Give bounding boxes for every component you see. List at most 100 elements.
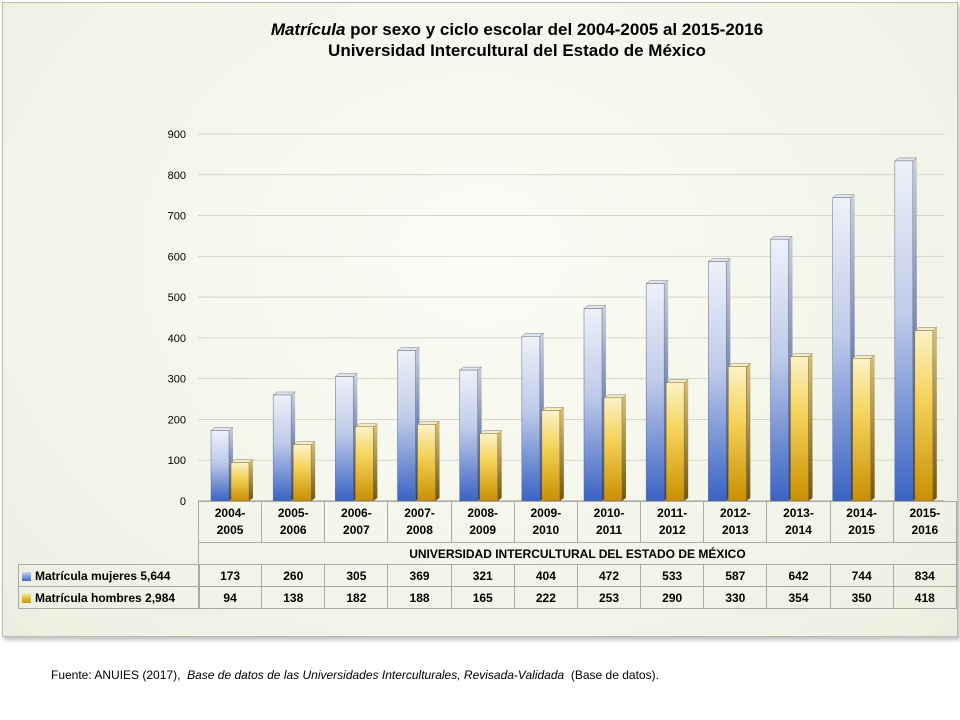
- y-tick-label: 800: [168, 170, 186, 182]
- x-axis-label: UNIVERSIDAD INTERCULTURAL DEL ESTADO DE …: [198, 542, 957, 565]
- bar-hombres-front: [603, 397, 623, 502]
- category-label: 2014- 2015: [829, 501, 894, 543]
- value-mujeres: 173: [197, 564, 263, 587]
- value-mujeres: 533: [640, 564, 705, 587]
- value-mujeres: 404: [513, 564, 578, 587]
- bar-mujeres: [334, 373, 359, 502]
- y-tick-label: 100: [168, 455, 186, 467]
- legend-label-mujeres: Matrícula mujeres 5,644: [35, 568, 171, 583]
- bar-hombres-front: [852, 358, 871, 502]
- bar-hombres: [416, 421, 441, 502]
- bar-hombres: [851, 355, 876, 502]
- bar-mujeres: [396, 347, 421, 502]
- value-mujeres: 834: [892, 564, 957, 587]
- bar-mujeres-top: [458, 366, 483, 371]
- data-table: 2004- 2005 2005- 2006 2006- 2007 2007- 2008 2008…: [197, 501, 957, 609]
- bar-hombres: [727, 363, 752, 502]
- bar-mujeres: [521, 333, 545, 502]
- value-hombres: 330: [703, 586, 768, 609]
- bar-hombres: [292, 441, 316, 502]
- bar-hombres-side: [746, 363, 751, 501]
- bar-mujeres-front: [832, 197, 851, 502]
- value-hombres: 418: [892, 586, 957, 609]
- bar-hombres-top: [789, 353, 814, 357]
- bar-mujeres: [769, 235, 794, 502]
- bar-mujeres: [707, 258, 732, 502]
- bar-mujeres-top: [645, 280, 669, 284]
- bar-mujeres-top: [334, 373, 359, 377]
- bar-hombres-top: [851, 355, 876, 359]
- bar-hombres: [789, 353, 814, 502]
- value-hombres: 165: [450, 586, 515, 609]
- value-mujeres: 744: [829, 564, 894, 587]
- bar-hombres-front: [914, 330, 934, 502]
- bar-hombres-front: [292, 444, 312, 502]
- bar-hombres-side: [808, 353, 813, 501]
- value-hombres: 354: [766, 586, 831, 609]
- bar-mujeres-top: [210, 427, 234, 431]
- y-tick-label: 300: [168, 374, 186, 386]
- value-mujeres: 587: [703, 564, 768, 587]
- y-tick-label: 500: [168, 292, 186, 304]
- category-label: 2010- 2011: [576, 501, 642, 543]
- bar-mujeres: [272, 391, 296, 502]
- bar-mujeres-front: [583, 308, 603, 502]
- bar-hombres-side: [435, 421, 440, 501]
- value-hombres: 182: [324, 586, 389, 609]
- value-hombres: 253: [576, 586, 642, 609]
- value-hombres: 350: [829, 586, 894, 609]
- bar-mujeres-front: [459, 369, 478, 502]
- bar-hombres-side: [373, 423, 378, 501]
- bars: [210, 157, 938, 502]
- category-label: 2007- 2008: [387, 501, 452, 543]
- bar-hombres-top: [727, 363, 752, 367]
- category-row: 2004- 2005 2005- 2006 2006- 2007 2007- 2008 2008…: [197, 501, 957, 543]
- bar-hombres: [603, 394, 627, 502]
- bar-hombres-front: [790, 356, 809, 502]
- legend-entry-mujeres: Matrícula mujeres 5,644: [18, 564, 200, 587]
- bar-mujeres-front: [335, 376, 354, 502]
- legend-label-hombres: Matrícula hombres 2,984: [35, 590, 176, 605]
- bar-hombres: [665, 379, 689, 502]
- value-mujeres: 642: [766, 564, 831, 587]
- y-tick-label: 900: [168, 129, 186, 141]
- bar-mujeres-top: [583, 305, 607, 309]
- bar-hombres-front: [541, 410, 561, 502]
- bar-mujeres-top: [707, 258, 732, 262]
- source-note: Fuente: ANUIES (2017), Base de datos de …: [51, 668, 659, 682]
- bar-mujeres: [458, 366, 483, 502]
- legend-swatch-hombres: [22, 593, 31, 603]
- bar-mujeres-front: [272, 394, 292, 502]
- category-label: 2015- 2016: [892, 501, 957, 543]
- bar-mujeres-front: [645, 283, 665, 502]
- bar-mujeres-top: [769, 235, 794, 240]
- bar-mujeres-top: [831, 194, 856, 198]
- y-tick-label: 400: [168, 333, 186, 345]
- bar-mujeres-top: [272, 391, 296, 396]
- bar-hombres-front: [665, 382, 685, 502]
- bar-mujeres: [894, 157, 918, 502]
- bar-mujeres-front: [397, 350, 416, 502]
- source-title: Base de datos de las Universidades Inter…: [187, 668, 565, 682]
- bar-hombres: [478, 430, 503, 502]
- value-hombres: 138: [261, 586, 326, 609]
- value-hombres: 290: [640, 586, 705, 609]
- bar-hombres: [354, 423, 379, 502]
- bar-mujeres-top: [396, 347, 421, 351]
- category-label: 2005- 2006: [261, 501, 326, 543]
- bar-hombres-top: [354, 423, 379, 428]
- y-tick-label: 600: [168, 251, 186, 263]
- bar-mujeres: [210, 427, 234, 502]
- chart-title: Matrícula por sexo y ciclo escolar del 2…: [0, 19, 960, 61]
- bar-hombres-side: [249, 459, 253, 501]
- category-label: 2013- 2014: [766, 501, 831, 543]
- y-tick-label: 200: [168, 414, 186, 426]
- bar-hombres-front: [355, 426, 374, 502]
- value-mujeres: 472: [576, 564, 642, 587]
- values-row-mujeres: 173 260 305 369 321 404 472 533 587 642 744 834: [197, 564, 957, 587]
- bar-hombres-top: [478, 430, 503, 434]
- value-hombres: 94: [197, 586, 263, 609]
- value-hombres: 222: [513, 586, 578, 609]
- value-mujeres: 260: [261, 564, 326, 587]
- bar-hombres-side: [622, 394, 626, 501]
